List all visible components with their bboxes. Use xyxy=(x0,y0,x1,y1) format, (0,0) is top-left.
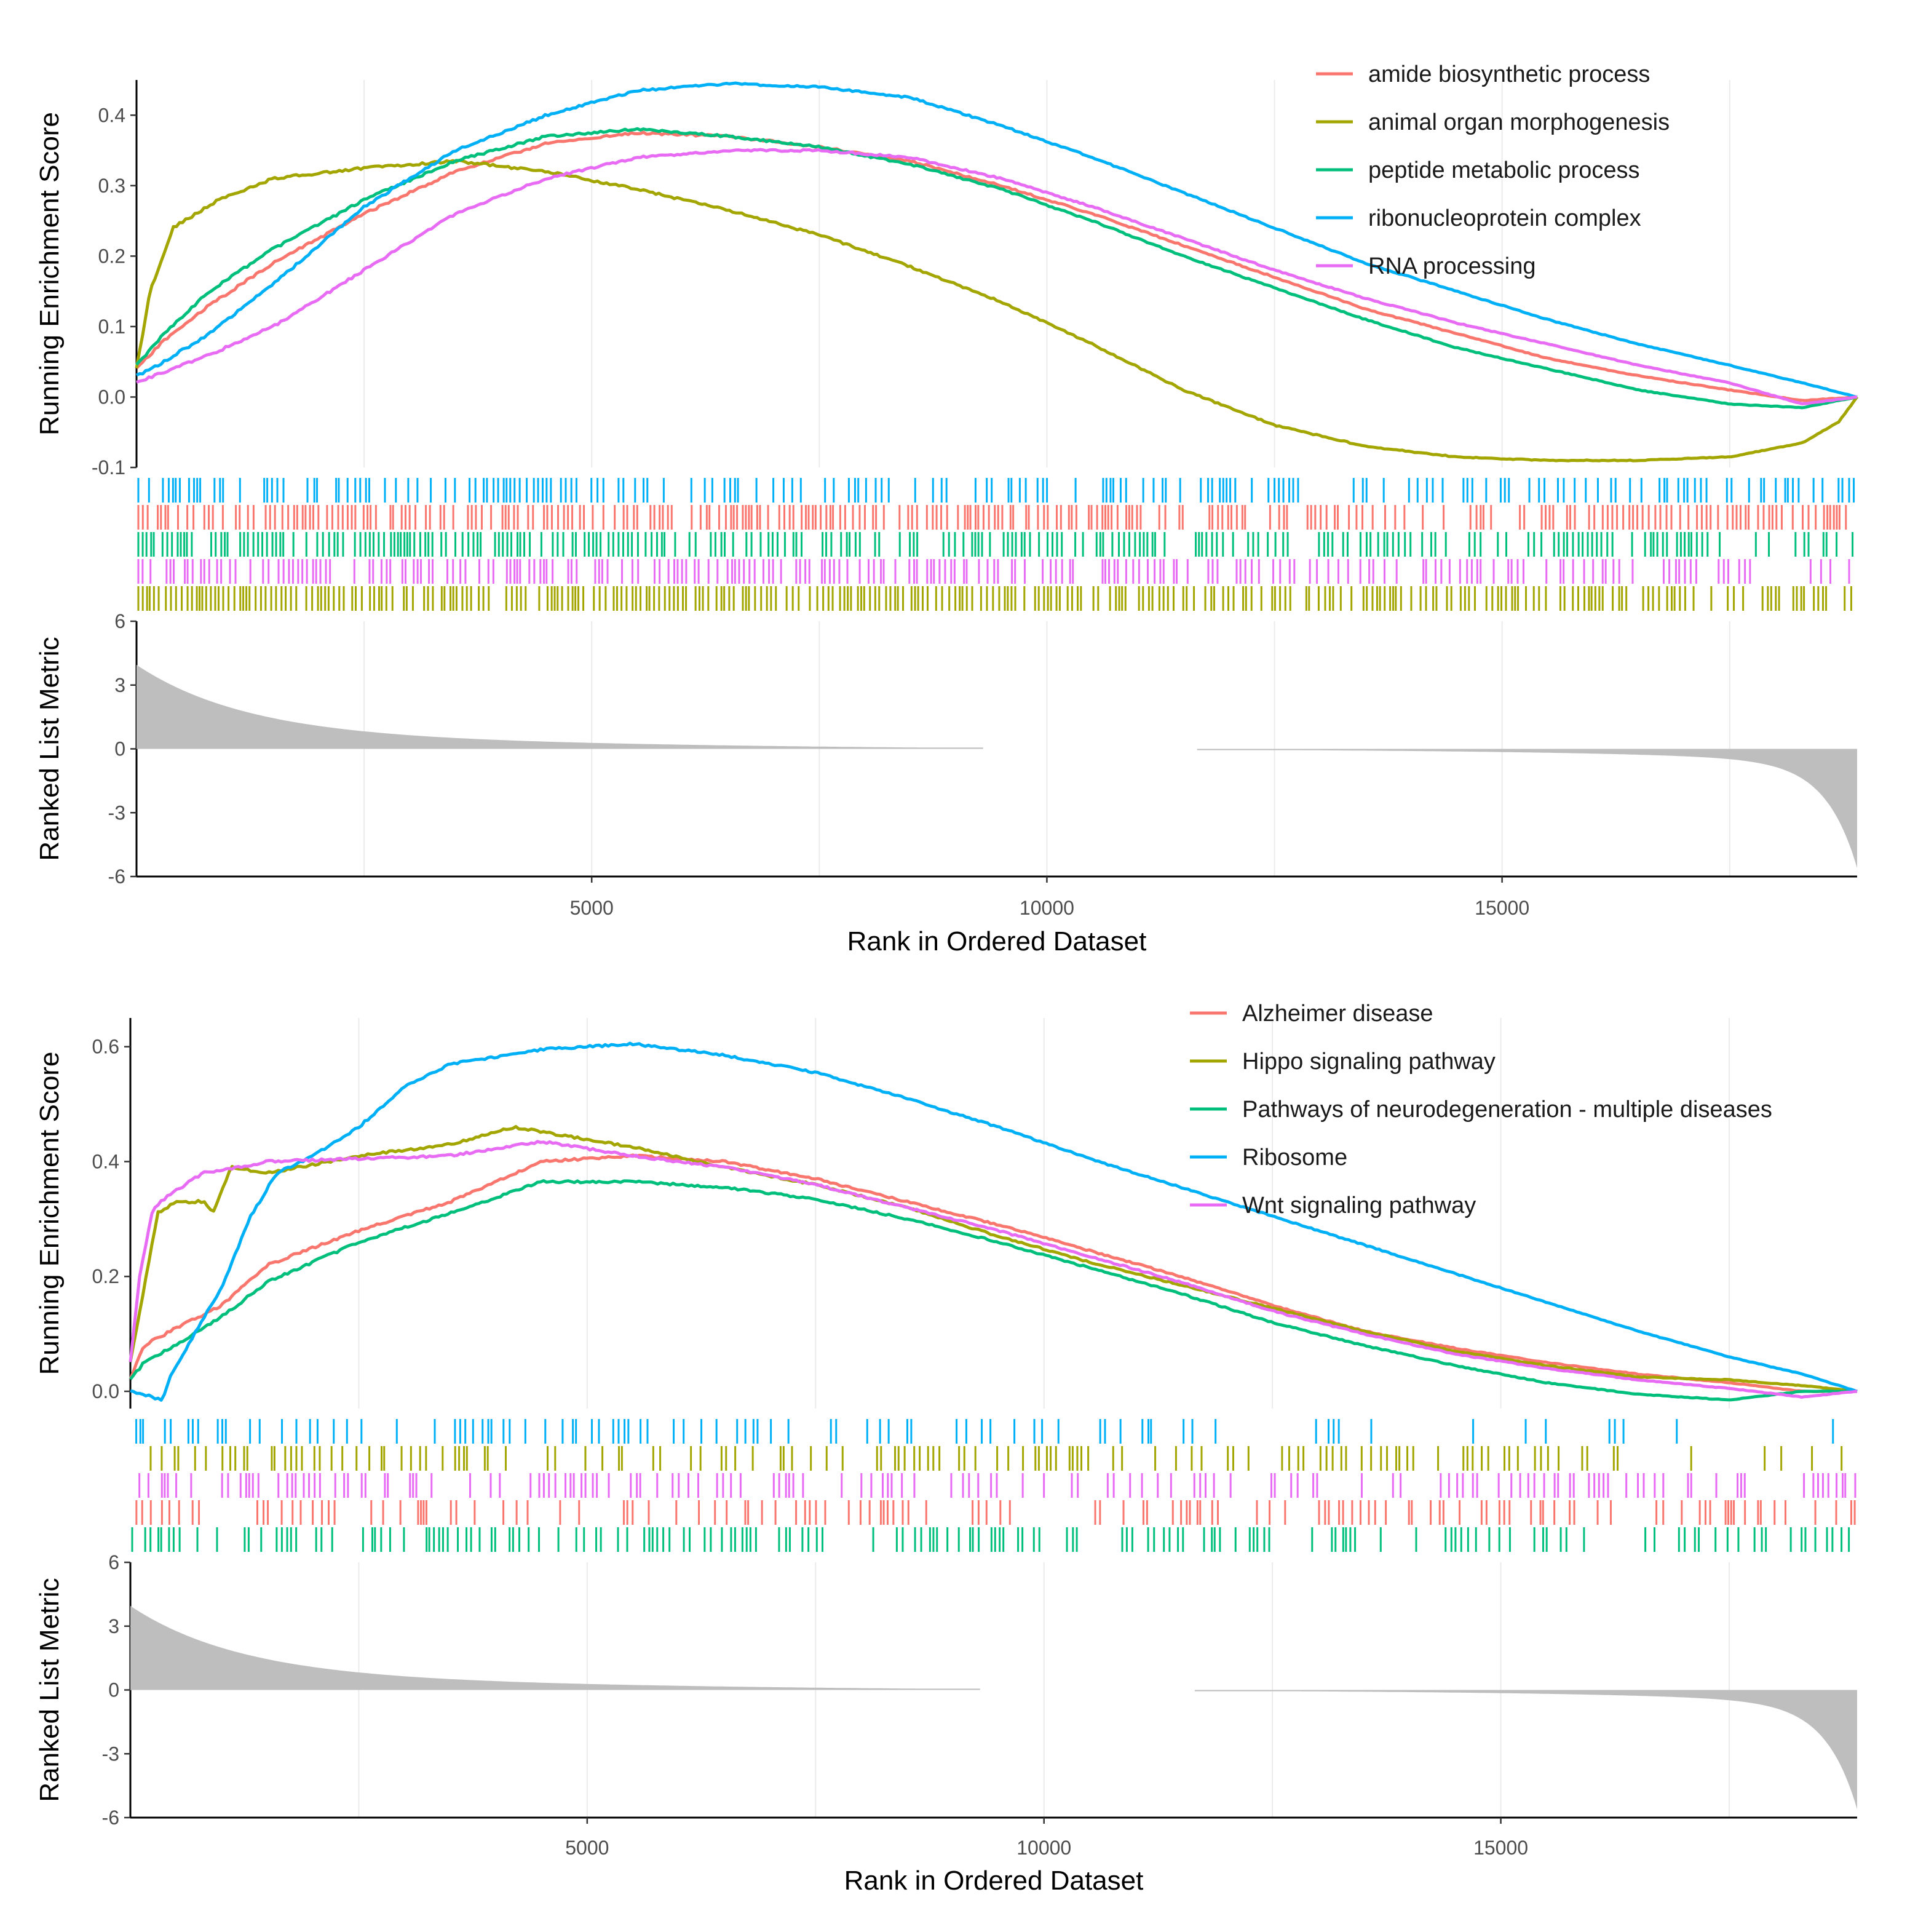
ranked-metric-positive xyxy=(130,1605,980,1690)
rug-row-rna-processing xyxy=(137,559,1850,584)
metric-y-tick-label: -6 xyxy=(108,865,125,888)
metric-y-tick-label: 3 xyxy=(108,1615,119,1637)
metric-y-tick-label: 0 xyxy=(108,1679,119,1701)
es-line-pathways-of-neurodegeneration-multiple-diseases xyxy=(129,1179,1858,1402)
rug-row-pathways-of-neurodegeneration-multiple-diseases xyxy=(131,1527,1850,1552)
es-y-tick-label: 0.4 xyxy=(92,1150,119,1172)
rug-row-ribosome xyxy=(135,1419,1834,1444)
es-line-rna-processing xyxy=(136,148,1858,405)
rug-row-amide-biosynthetic-process xyxy=(137,505,1847,530)
es-y-tick-label: 0.4 xyxy=(98,104,125,126)
metric-y-tick-label: 6 xyxy=(108,1551,119,1573)
metric-y-tick-label: -6 xyxy=(102,1807,119,1829)
vertical-gridlines xyxy=(358,1018,1730,1818)
x-axis-title: Rank in Ordered Dataset xyxy=(844,1866,1144,1896)
metric-y-tick-label: 3 xyxy=(114,674,125,696)
legend: amide biosynthetic process animal organ m… xyxy=(1316,62,1670,279)
x-tick-label: 5000 xyxy=(570,897,614,919)
es-line-animal-organ-morphogenesis xyxy=(135,159,1859,463)
x-axis-title: Rank in Ordered Dataset xyxy=(847,926,1147,956)
legend-label-amide-biosynthetic-process: amide biosynthetic process xyxy=(1368,62,1650,87)
metric-y-tick-label: -3 xyxy=(108,801,125,824)
gsea-panel-top: -0.1 0.0 0.1 0.2 0.3 0.4 Running Enrichment Sc… xyxy=(34,62,1859,956)
metric-y-axis-title: Ranked List Metric xyxy=(34,1578,65,1802)
legend-label-ribonucleoprotein-complex: ribonucleoprotein complex xyxy=(1368,205,1641,231)
ranked-metric-positive xyxy=(137,664,983,749)
rug-row-animal-organ-morphogenesis xyxy=(137,586,1852,611)
es-line-ribonucleoprotein-complex xyxy=(135,81,1858,399)
gene-hit-rug xyxy=(137,478,1855,611)
es-y-tick-label: 0.3 xyxy=(98,175,125,197)
x-tick-label: 10000 xyxy=(1016,1837,1071,1859)
rug-row-wnt-signaling-pathway xyxy=(138,1473,1857,1498)
rug-row-alzheimer-disease xyxy=(135,1500,1856,1525)
es-y-tick-label: 0.2 xyxy=(98,245,125,267)
legend-label-peptide-metabolic-process: peptide metabolic process xyxy=(1368,157,1639,183)
legend-label-wnt-signaling-pathway: Wnt signaling pathway xyxy=(1242,1193,1476,1218)
es-line-wnt-signaling-pathway xyxy=(129,1140,1858,1399)
es-line-ribosome xyxy=(130,1041,1858,1402)
es-y-tick-label: 0.0 xyxy=(98,386,125,408)
es-y-tick-label: 0.6 xyxy=(92,1036,119,1058)
legend-label-ribosome: Ribosome xyxy=(1242,1145,1347,1171)
metric-y-tick-label: -3 xyxy=(102,1743,119,1765)
es-line-alzheimer-disease xyxy=(129,1153,1858,1393)
es-y-axis-title: Running Enrichment Score xyxy=(34,112,65,435)
rug-row-hippo-signaling-pathway xyxy=(149,1446,1843,1471)
gene-hit-rug xyxy=(131,1419,1857,1552)
es-y-tick-label: -0.1 xyxy=(92,456,125,479)
metric-y-tick-label: 6 xyxy=(114,610,125,632)
x-tick-label: 15000 xyxy=(1475,897,1529,919)
es-y-tick-label: 0.0 xyxy=(92,1380,119,1402)
x-tick-label: 15000 xyxy=(1473,1837,1528,1859)
es-y-axis-title: Running Enrichment Score xyxy=(34,1052,65,1375)
es-line-peptide-metabolic-process xyxy=(135,127,1858,410)
legend-label-hippo-signaling-pathway: Hippo signaling pathway xyxy=(1242,1049,1496,1075)
x-tick-label: 5000 xyxy=(565,1837,609,1859)
legend: Alzheimer disease Hippo signaling pathway… xyxy=(1190,1001,1772,1218)
legend-label-rna-processing: RNA processing xyxy=(1368,253,1536,279)
rug-row-ribonucleoprotein-complex xyxy=(137,478,1855,503)
es-line-hippo-signaling-pathway xyxy=(129,1125,1857,1393)
legend-label-pathways-of-neurodegeneration-multiple-diseases: Pathways of neurodegeneration - multiple… xyxy=(1242,1097,1772,1123)
es-line-amide-biosynthetic-process xyxy=(135,130,1858,402)
ranked-metric-negative xyxy=(1197,749,1857,869)
x-tick-label: 10000 xyxy=(1020,897,1074,919)
metric-y-tick-label: 0 xyxy=(114,738,125,760)
legend-label-alzheimer-disease: Alzheimer disease xyxy=(1242,1001,1433,1027)
metric-y-axis-title: Ranked List Metric xyxy=(34,637,65,861)
gsea-panel-bottom: 0.0 0.2 0.4 0.6 Running Enrichment Score Alzh… xyxy=(34,1001,1858,1896)
ranked-metric-negative xyxy=(1194,1690,1857,1810)
rug-row-peptide-metabolic-process xyxy=(137,532,1854,557)
es-y-tick-label: 0.1 xyxy=(98,316,125,338)
es-y-tick-label: 0.2 xyxy=(92,1265,119,1287)
legend-label-animal-organ-morphogenesis: animal organ morphogenesis xyxy=(1368,109,1670,135)
